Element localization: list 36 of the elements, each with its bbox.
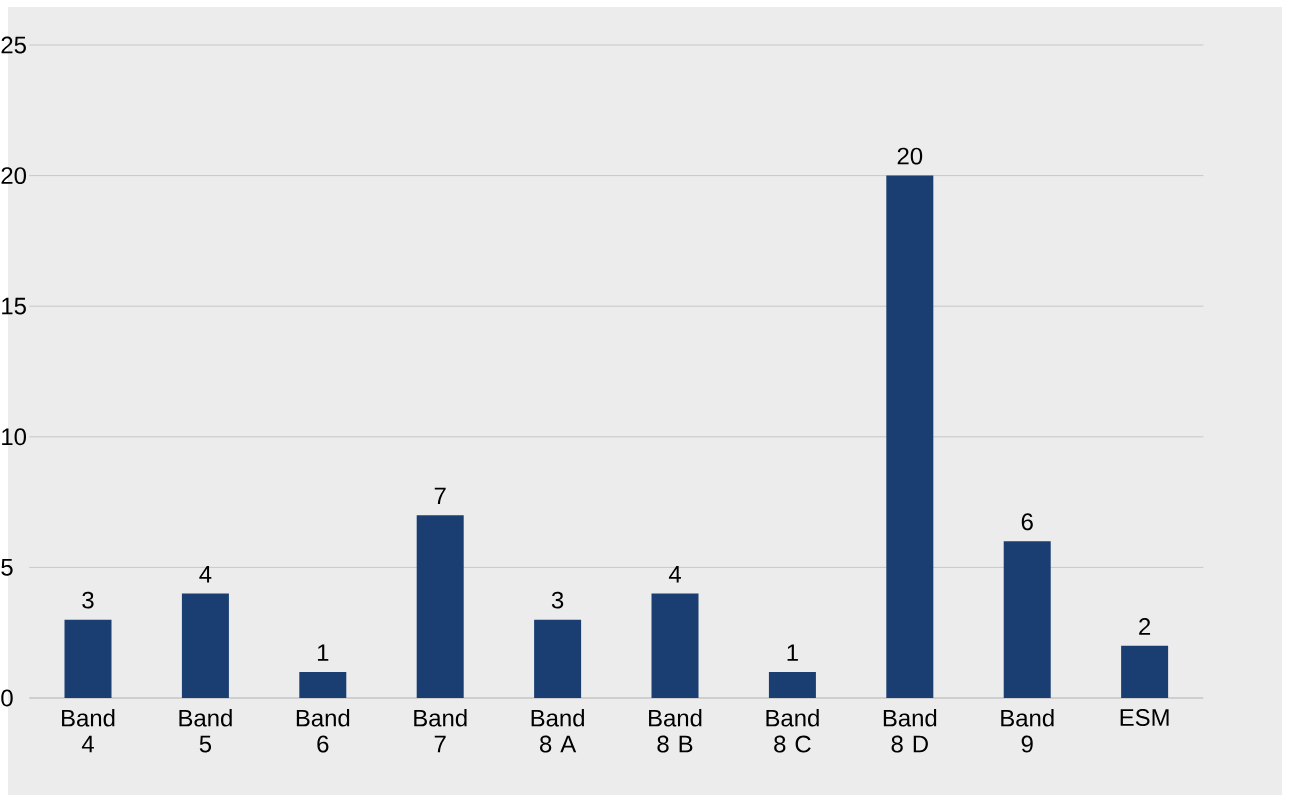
x-tick-label: Band 6 [296,709,350,753]
bar [181,593,229,698]
data-label: 1 [317,644,329,661]
bar [534,619,582,698]
data-label: 7 [434,487,446,505]
x-tick-label: Band 7 [414,709,467,753]
bar [1121,645,1169,698]
data-label: 4 [199,566,212,583]
data-label: 3 [551,591,564,609]
x-tick-label: Band 9 [1001,709,1054,753]
x-tick-label: Band 4 [62,709,115,753]
y-tick-label: 0 [1,689,13,707]
y-tick-label: 25 [1,36,26,54]
bar [299,671,347,698]
bar [651,593,699,698]
data-label: 4 [668,566,681,583]
bar [416,515,464,698]
data-label: 3 [82,591,94,609]
x-tick-label: Band 8 D [883,709,937,753]
data-label: 1 [787,644,798,661]
x-tick-label: Band 5 [179,709,232,753]
bar [768,671,816,698]
x-tick-label: Band 8 C [766,709,819,753]
x-tick-label: Band 8 B [649,709,702,753]
x-tick-label: ESM [1120,709,1169,726]
bar [886,175,934,698]
y-tick-label: 5 [1,559,13,576]
bar [1003,541,1051,698]
data-label: 20 [897,147,923,165]
y-tick-label: 10 [2,428,27,446]
data-label: 2 [1139,618,1151,635]
y-tick-label: 15 [2,297,26,315]
bar [64,619,112,698]
data-label: 6 [1021,513,1033,531]
x-tick-label: Band 8 A [531,709,584,753]
y-tick-label: 20 [1,167,27,185]
